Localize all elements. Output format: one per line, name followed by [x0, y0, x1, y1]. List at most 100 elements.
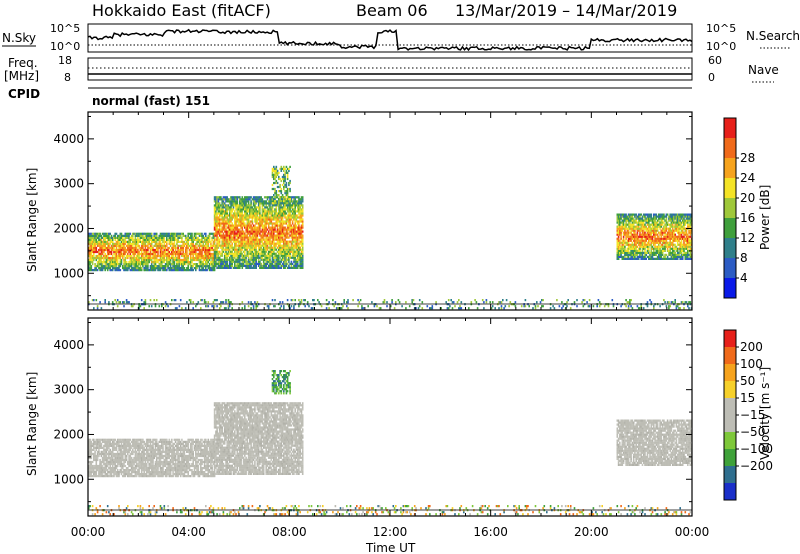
power-cell [251, 236, 254, 239]
power-cell [281, 222, 284, 225]
power-cell [639, 253, 641, 256]
power-cell [179, 232, 182, 235]
power-cell [278, 250, 280, 253]
power-cell [294, 252, 296, 255]
power-cell [273, 240, 275, 243]
power-cell [202, 256, 205, 260]
power-cell [627, 257, 630, 260]
power-cell [163, 244, 166, 247]
power-cell [139, 261, 142, 264]
power-cell [622, 255, 625, 258]
power-cell [651, 221, 654, 224]
power-cell [262, 228, 265, 231]
power-cell [252, 228, 255, 231]
power-cell [147, 256, 149, 260]
power-cell [278, 254, 280, 257]
power-cell [298, 206, 300, 209]
power-cell [237, 254, 240, 257]
power-cell [140, 263, 143, 266]
power-cell [270, 244, 273, 247]
power-cell [134, 256, 137, 260]
power-cell [213, 220, 216, 223]
power-cell [288, 260, 290, 263]
power-cell [244, 198, 246, 201]
power-cell [216, 206, 218, 209]
power-cell [245, 224, 247, 227]
power-cell [275, 258, 278, 261]
power-cell [669, 249, 671, 252]
power-cell [221, 260, 223, 263]
power-cell [236, 248, 239, 251]
power-cell [158, 263, 161, 266]
power-cell [173, 234, 176, 237]
power-cell [231, 200, 233, 203]
power-cell [207, 258, 210, 262]
power-cell [236, 230, 239, 233]
power-cell [150, 232, 153, 235]
power-cell [88, 232, 90, 235]
power-cell [212, 261, 215, 264]
power-cell [174, 252, 177, 256]
power-cell [140, 254, 143, 258]
power-cell [280, 187, 283, 191]
power-cell [159, 256, 162, 260]
power-cell [201, 256, 203, 260]
power-cell [250, 240, 252, 243]
power-cell [283, 210, 285, 213]
power-cell [242, 222, 245, 225]
power-cell [655, 257, 658, 260]
power-cell [619, 213, 621, 216]
power-cell [678, 213, 680, 216]
power-cell [242, 234, 245, 237]
power-cell [242, 242, 245, 245]
power-cell [90, 234, 93, 237]
power-cell [225, 244, 227, 247]
power-cell [143, 258, 145, 262]
power-cell [144, 250, 147, 254]
power-cell [275, 260, 278, 263]
power-cell [627, 231, 630, 234]
power-cell [212, 265, 215, 268]
power-cell [237, 258, 240, 261]
power-cell [293, 254, 295, 257]
power-cell [226, 210, 228, 213]
power-cell [247, 260, 250, 263]
power-cell [213, 250, 216, 253]
power-cell [118, 238, 120, 241]
power-cell [294, 238, 296, 241]
power-cell [654, 243, 656, 246]
power-cell [663, 241, 665, 244]
power-cell [221, 254, 223, 257]
power-cell [290, 248, 293, 251]
power-cell [637, 223, 640, 226]
power-cell [269, 200, 271, 203]
power-cell [106, 236, 109, 239]
power-cell [291, 212, 294, 215]
power-cell [249, 222, 251, 225]
power-cell [155, 236, 158, 239]
power-cell [235, 252, 237, 255]
power-cell [220, 234, 222, 237]
power-cell [266, 228, 269, 231]
power-cell [659, 221, 661, 224]
power-cell [269, 238, 271, 241]
power-cell [115, 254, 118, 258]
power-cell [271, 167, 274, 170]
power-cell [279, 202, 281, 205]
power-cell [242, 224, 245, 227]
power-cell [181, 265, 183, 268]
power-cell [270, 240, 273, 243]
power-cell [651, 229, 654, 232]
power-cell [103, 238, 105, 241]
power-cell [266, 222, 269, 225]
power-cell [237, 222, 240, 225]
power-cell [270, 236, 273, 239]
power-cell [96, 232, 99, 235]
power-cell [174, 236, 177, 239]
power-cell [301, 224, 304, 227]
power-cell [139, 265, 142, 268]
power-cell [658, 235, 660, 238]
power-cell [164, 265, 167, 268]
power-cell [619, 247, 621, 250]
power-cell [183, 240, 186, 243]
